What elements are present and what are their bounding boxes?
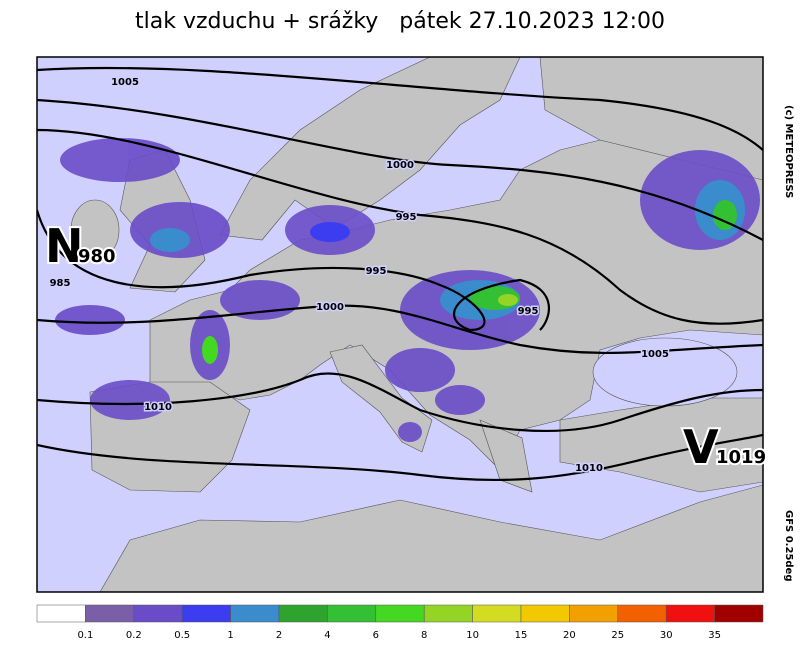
- isobar-label: 995: [396, 212, 417, 223]
- legend-swatch: [278, 604, 328, 623]
- legend-swatch: [85, 604, 135, 623]
- legend-swatch: [520, 604, 570, 623]
- legend-label: 15: [515, 630, 528, 641]
- legend-swatch: [375, 604, 425, 623]
- isobar-label: 1010: [575, 463, 603, 474]
- legend-label: 0.2: [126, 630, 142, 641]
- legend-label: 10: [466, 630, 479, 641]
- legend-swatch: [617, 604, 667, 623]
- legend-label: 8: [421, 630, 427, 641]
- legend-swatch: [133, 604, 183, 623]
- legend-swatch: [569, 604, 619, 623]
- legend-label: 1: [227, 630, 233, 641]
- isobar-label: 1005: [641, 349, 669, 360]
- legend-label: 2: [276, 630, 282, 641]
- legend-swatch: [230, 604, 280, 623]
- legend: 0.1 0.2 0.5 1 2 4 6 8 10 15 20 25 30 35: [36, 604, 764, 641]
- land: [479, 419, 533, 493]
- pressure-center-letter: N: [45, 219, 84, 273]
- model: GFS 0.25deg: [783, 510, 794, 582]
- legend-swatch: [36, 604, 86, 623]
- land: [559, 397, 763, 493]
- isobar-label: 1010: [144, 402, 172, 413]
- isobar-label: 985: [50, 278, 71, 289]
- isobar-label: 1000: [386, 160, 414, 171]
- map: 1005 1000 995 995 985 1000 995 1005 1010 1010 N980…: [36, 56, 768, 593]
- isobars: [37, 66, 763, 482]
- legend-swatch: [472, 604, 522, 623]
- credit: (c) METEOPRESS: [783, 105, 794, 198]
- pressure-center-value: 1019: [716, 447, 766, 468]
- land: [99, 484, 763, 592]
- land: [70, 199, 120, 261]
- isobar-label: 995: [518, 306, 539, 317]
- land: [219, 57, 521, 241]
- legend-swatch: [714, 604, 764, 623]
- legend-label: 0.5: [174, 630, 190, 641]
- pressure-center-letter: V: [683, 420, 719, 474]
- map-frame: [36, 56, 764, 593]
- legend-label: 6: [373, 630, 379, 641]
- title: tlak vzduchu + srážky pátek 27.10.2023 1…: [135, 9, 665, 34]
- legend-label: 20: [563, 630, 576, 641]
- legend-swatch: [327, 604, 377, 623]
- legend-swatch: [665, 604, 715, 623]
- legend-label: 30: [660, 630, 673, 641]
- legend-label: 35: [708, 630, 721, 641]
- pressure-center-value: 980: [78, 246, 116, 267]
- legend-label: 0.1: [77, 630, 93, 641]
- legend-label: 4: [324, 630, 330, 641]
- isobar-label: 1000: [316, 302, 344, 313]
- isobar-label: 1005: [111, 77, 139, 88]
- legend-swatch: [181, 604, 231, 623]
- legend-swatch: [423, 604, 473, 623]
- isobar-label: 995: [366, 266, 387, 277]
- legend-label: 25: [611, 630, 624, 641]
